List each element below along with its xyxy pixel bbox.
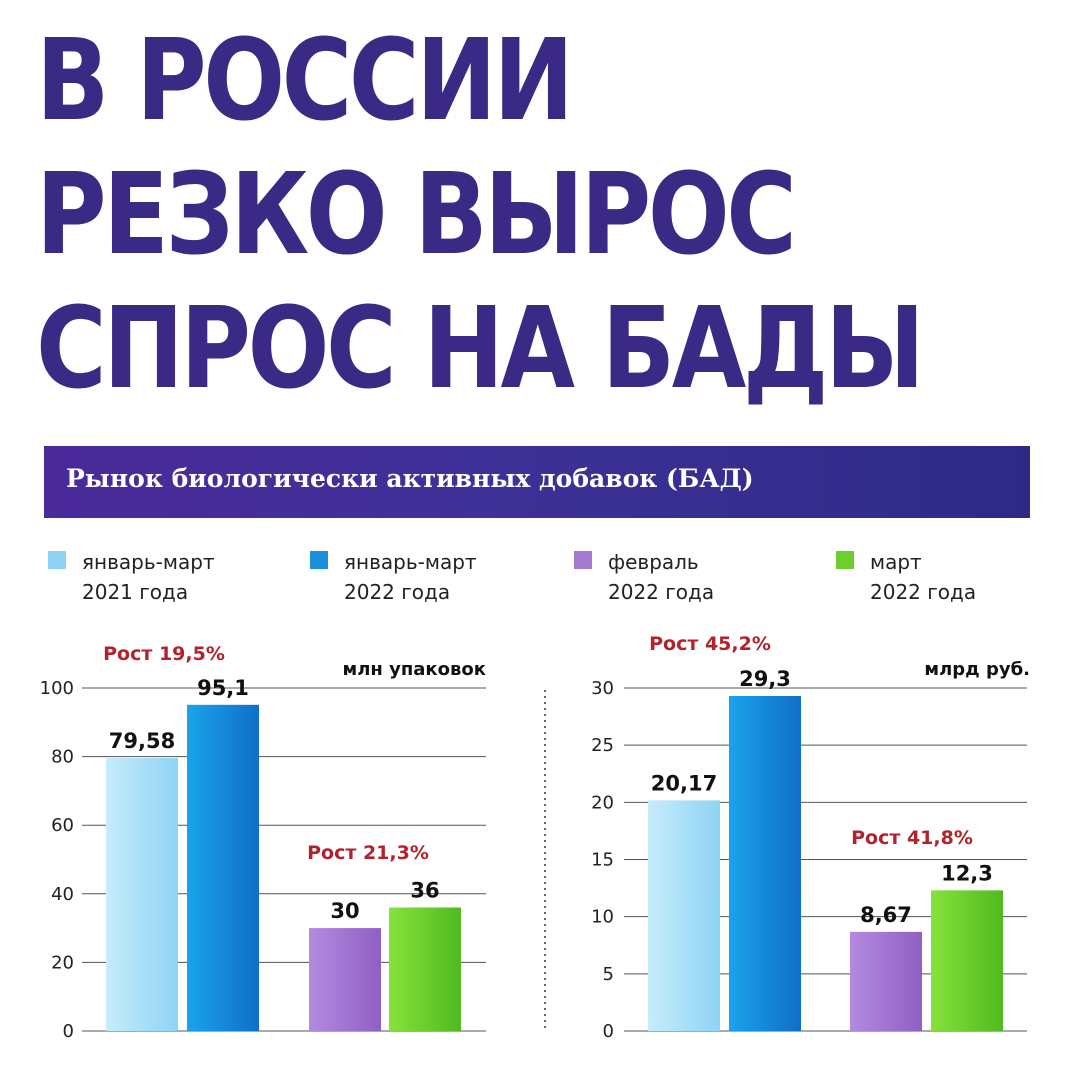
y-tick-label: 60 — [51, 815, 74, 836]
section-banner: Рынок биологически активных добавок (БАД… — [44, 446, 1030, 518]
y-tick-label: 100 — [40, 678, 74, 699]
y-tick-label: 15 — [591, 850, 614, 871]
banner-title: Рынок биологически активных добавок (БАД… — [66, 464, 754, 493]
bar — [309, 928, 381, 1031]
bar — [729, 696, 801, 1031]
headline: В РОССИИ РЕЗКО ВЫРОС СПРОС НА БАДЫ — [36, 14, 925, 416]
bar-value-label: 8,67 — [860, 903, 912, 927]
bar-value-label: 20,17 — [651, 771, 717, 795]
legend-label: январь-март 2021 года — [82, 550, 215, 604]
growth-annotation: Рост 45,2% — [649, 633, 771, 655]
headline-line-3: СПРОС НА БАДЫ — [36, 284, 925, 414]
legend-label: февраль 2022 года — [608, 550, 715, 604]
y-tick-label: 30 — [591, 678, 614, 699]
legend-swatch — [310, 551, 328, 569]
bar-value-label: 79,58 — [109, 729, 175, 753]
legend-swatch — [574, 551, 592, 569]
y-tick-label: 0 — [603, 1021, 614, 1042]
bar — [106, 758, 178, 1031]
bar — [389, 907, 461, 1031]
y-tick-label: 20 — [591, 792, 614, 813]
growth-annotation: Рост 41,8% — [851, 827, 973, 849]
bar — [648, 800, 720, 1031]
bar-value-label: 36 — [410, 879, 439, 903]
y-tick-label: 80 — [51, 747, 74, 768]
growth-annotation: Рост 19,5% — [103, 643, 225, 665]
growth-annotation: Рост 21,3% — [307, 842, 429, 864]
legend-label: март 2022 года — [870, 550, 977, 604]
legend-label: январь-март 2022 года — [344, 550, 477, 604]
y-tick-label: 20 — [51, 952, 74, 973]
unit-label: млн упаковок — [343, 659, 486, 680]
bar-value-label: 29,3 — [739, 667, 791, 691]
headline-line-2: РЕЗКО ВЫРОС — [36, 150, 797, 280]
bar — [931, 890, 1003, 1031]
legend-swatch — [836, 551, 854, 569]
bar-value-label: 95,1 — [197, 676, 249, 700]
legend-swatch — [48, 551, 66, 569]
headline-line-1: В РОССИИ — [36, 16, 574, 146]
bar — [187, 704, 259, 1031]
unit-label: млрд руб. — [924, 659, 1030, 680]
y-tick-label: 5 — [603, 964, 614, 985]
y-tick-label: 25 — [591, 735, 614, 756]
bar-value-label: 30 — [330, 899, 359, 923]
y-tick-label: 0 — [63, 1021, 74, 1042]
y-tick-label: 10 — [591, 907, 614, 928]
bar-value-label: 12,3 — [941, 861, 993, 885]
bar — [850, 931, 922, 1031]
y-tick-label: 40 — [51, 884, 74, 905]
